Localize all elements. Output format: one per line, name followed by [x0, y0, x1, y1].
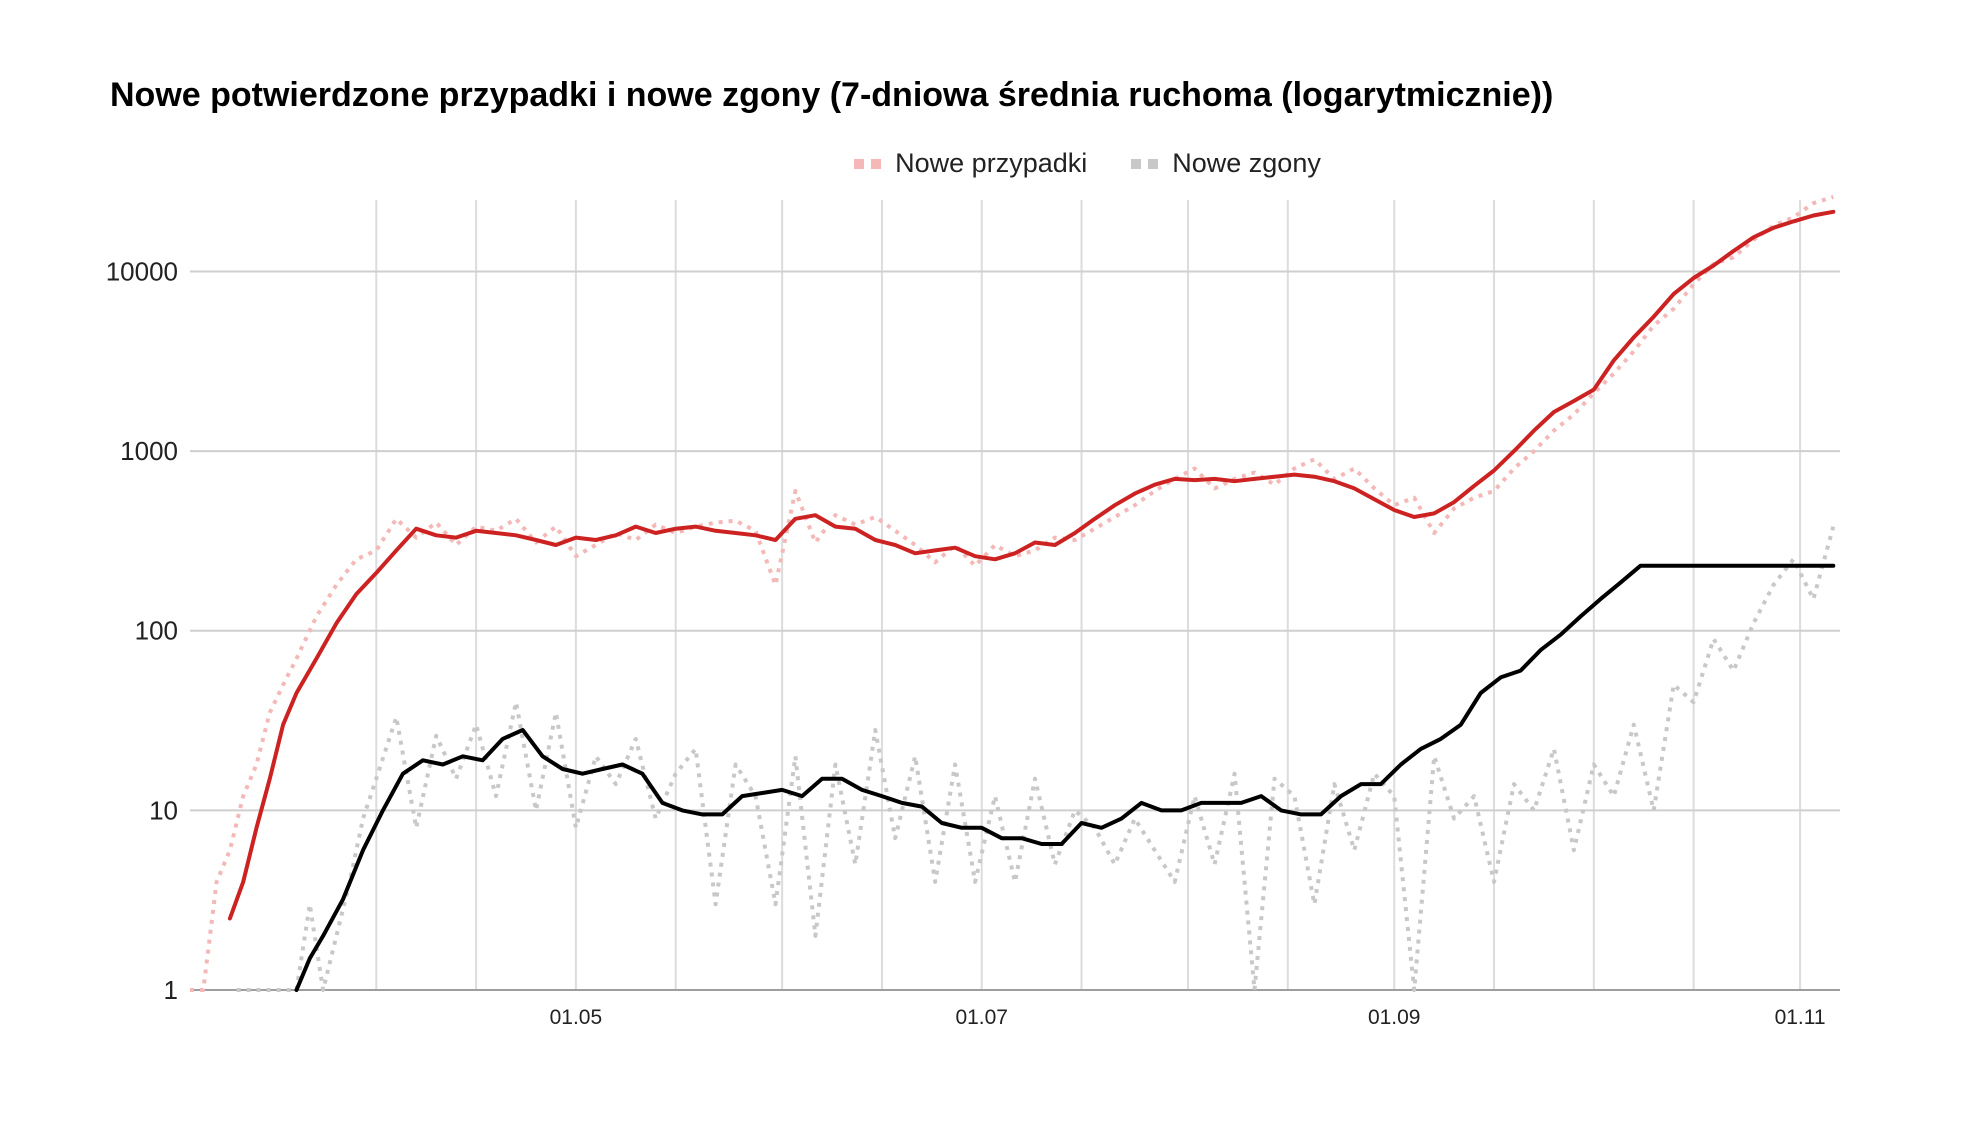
y-tick-label: 10 — [149, 795, 178, 825]
y-tick-label: 1 — [164, 975, 178, 1005]
y-tick-label: 10000 — [106, 256, 178, 286]
chart-title: Nowe potwierdzone przypadki i nowe zgony… — [110, 76, 1554, 114]
legend-label-cases: Nowe przypadki — [895, 148, 1088, 178]
series-deaths-daily-line — [236, 526, 1836, 992]
legend-item-deaths[interactable]: Nowe zgony — [1131, 148, 1321, 179]
x-tick-label: 01.07 — [955, 1006, 1008, 1029]
chart-legend: Nowe przypadki Nowe zgony — [95, 148, 1985, 179]
series-cases-daily-line — [190, 194, 1834, 992]
x-tick-label: 01.09 — [1368, 1006, 1421, 1029]
series-deaths-average-line — [294, 563, 1836, 992]
legend-swatch-cases — [854, 158, 882, 169]
series-cases-average-line — [227, 209, 1836, 921]
legend-label-deaths: Nowe zgony — [1172, 148, 1321, 178]
legend-swatch-deaths — [1131, 158, 1159, 169]
x-tick-label: 01.05 — [550, 1006, 603, 1029]
y-tick-label: 100 — [135, 616, 178, 646]
x-tick-label: 01.11 — [1775, 1006, 1826, 1029]
y-tick-label: 1000 — [120, 436, 178, 466]
legend-item-cases[interactable]: Nowe przypadki — [854, 148, 1087, 179]
